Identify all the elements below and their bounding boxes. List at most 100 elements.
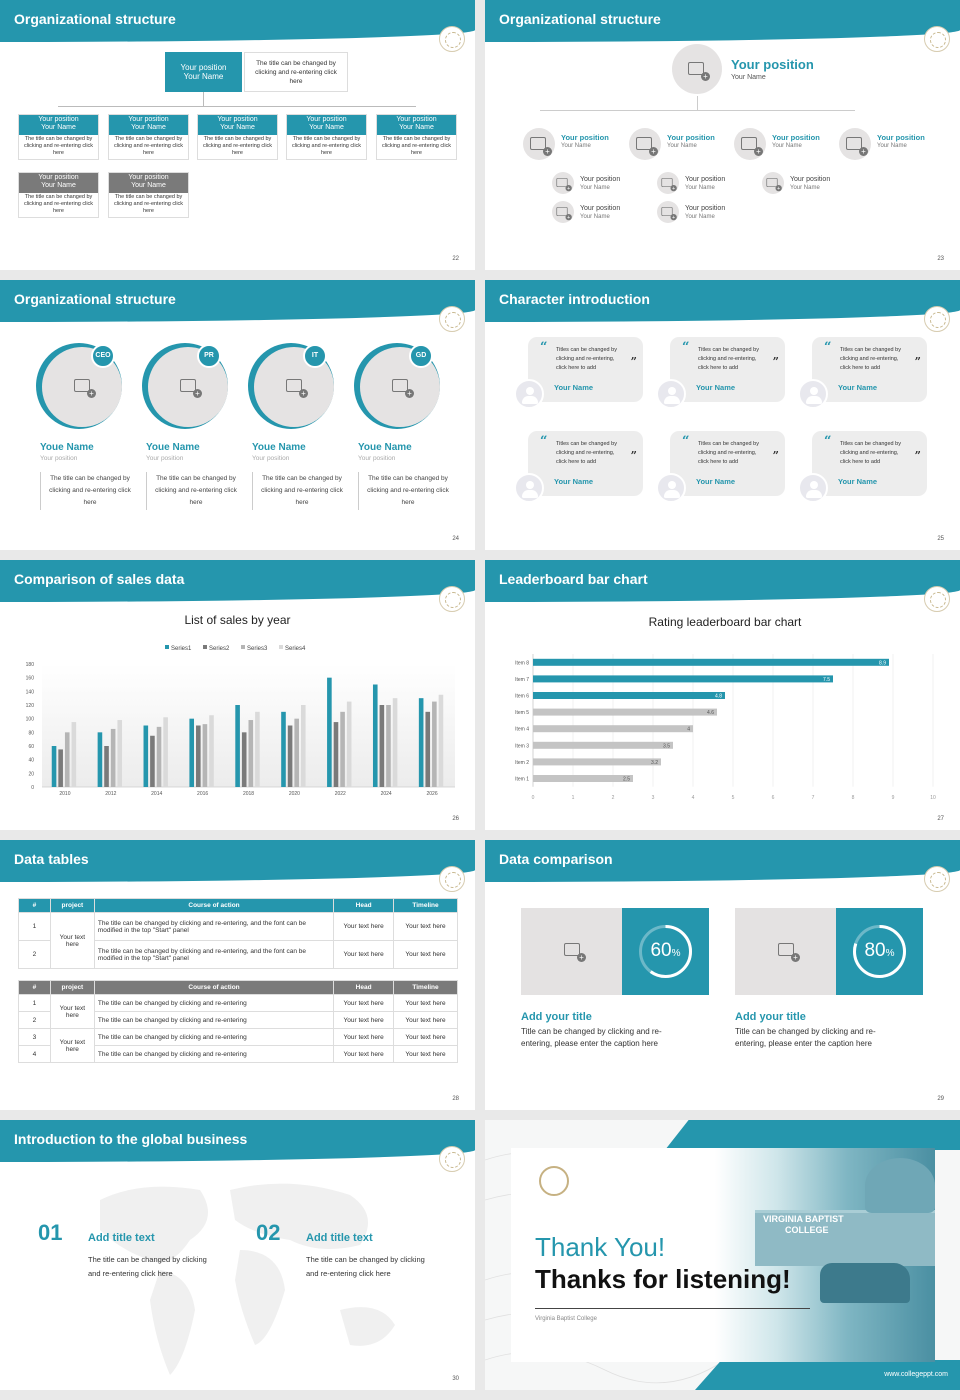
avatar-placeholder[interactable] [672, 44, 722, 94]
quote-close-icon: ” [630, 355, 637, 368]
profile-photo-placeholder[interactable] [42, 347, 122, 427]
quote-card[interactable]: “ Titles can be changed by clicking and r… [528, 431, 643, 496]
person-desc: The title can be changed by clicking and… [367, 475, 449, 506]
y-tick-label: 40 [28, 758, 34, 764]
slide-title: Organizational structure [14, 291, 176, 307]
person-position: Your position [146, 455, 184, 462]
image-icon [846, 137, 868, 156]
top-name-label: Your Name [731, 74, 766, 81]
image-icon [661, 206, 677, 221]
position-label: Your position [396, 116, 437, 123]
world-map-background [100, 1183, 395, 1375]
row-number: 4 [18, 1045, 51, 1063]
bar [346, 701, 352, 787]
position-card[interactable]: Your position Your Name The title can be c… [18, 172, 99, 218]
position-label: Your position [772, 133, 820, 142]
x-tick-label: 2012 [105, 791, 116, 797]
quote-text: Titles can be changed by clicking and re… [698, 441, 759, 465]
x-tick-label: 2010 [59, 791, 70, 797]
connector-line [203, 92, 204, 106]
head-cell: Your text here [333, 1011, 395, 1029]
org-member-avatar[interactable] [762, 172, 784, 194]
position-label: Your position [580, 176, 621, 183]
org-member-avatar[interactable] [552, 201, 574, 223]
bar [202, 724, 208, 787]
org-member-avatar[interactable] [523, 128, 555, 160]
slide-header-bar [0, 1120, 475, 1162]
avatar-body [664, 396, 680, 404]
position-label: Your position [128, 174, 169, 181]
org-member-avatar[interactable] [629, 128, 661, 160]
org-member-avatar[interactable] [552, 172, 574, 194]
position-desc: The title can be changed by clicking and… [23, 194, 94, 214]
avatar-head [668, 481, 676, 489]
position-label: Your position [667, 133, 715, 142]
bar [143, 725, 149, 787]
data-label: 3.2 [651, 760, 658, 766]
timeline-cell: Your text here [393, 994, 458, 1012]
table-row[interactable]: 1 Your text here The title can be change… [18, 994, 458, 1029]
thank-you-heading: Thank You! [535, 1232, 666, 1262]
avatar-head [810, 387, 818, 395]
slide-title: Character introduction [499, 291, 650, 307]
quote-card[interactable]: “ Titles can be changed by clicking and r… [812, 431, 927, 496]
image-placeholder[interactable] [521, 908, 622, 995]
position-card[interactable]: Your position Your Name The title can be c… [18, 114, 99, 160]
org-member-avatar[interactable] [657, 201, 679, 223]
image-icon [636, 137, 658, 156]
bar [255, 711, 260, 787]
quote-open-icon: “ [824, 340, 832, 355]
comparison-desc: Title can be changed by clicking and re-… [735, 1027, 876, 1048]
position-card[interactable]: Your position Your Name The title can be c… [376, 114, 457, 160]
bar [372, 684, 378, 787]
image-icon [556, 177, 572, 192]
org-member-avatar[interactable] [839, 128, 871, 160]
bar [104, 746, 109, 787]
position-card[interactable]: Your position Your Name The title can be c… [286, 114, 367, 160]
y-tick-label: Item 4 [515, 727, 529, 733]
quote-card[interactable]: “ Titles can be changed by clicking and r… [812, 337, 927, 402]
item-desc: The title can be changed by clicking and… [306, 1255, 425, 1278]
image-icon [74, 379, 96, 398]
name-label: Your Name [790, 185, 820, 191]
name-label: Your Name [561, 143, 591, 149]
position-card[interactable]: Your position Your Name The title can be c… [197, 114, 278, 160]
person-desc: The title can be changed by clicking and… [49, 475, 131, 506]
y-tick-label: 60 [28, 744, 34, 750]
table-row[interactable]: 2 The title can be changed by clicking a… [18, 940, 458, 969]
position-label: Your position [38, 174, 79, 181]
connector-line [58, 106, 416, 107]
x-tick-label: 9 [892, 795, 895, 801]
column-header: Course of action [93, 980, 335, 995]
website-url[interactable]: www.collegeppt.com [884, 1371, 948, 1378]
org-member-avatar[interactable] [657, 172, 679, 194]
table-row[interactable]: 4 The title can be changed by clicking a… [18, 1045, 458, 1063]
divider-line [535, 1308, 810, 1309]
org-member-avatar[interactable] [734, 128, 766, 160]
table-row[interactable]: 1 Your text here The title can be change… [18, 912, 458, 969]
x-tick-label: 2016 [197, 791, 208, 797]
image-placeholder[interactable] [735, 908, 836, 995]
position-card[interactable]: Your position Your Name The title can be c… [108, 114, 189, 160]
quote-card[interactable]: “ Titles can be changed by clicking and r… [670, 337, 785, 402]
bar [163, 717, 168, 787]
page-number: 25 [937, 536, 944, 542]
image-icon [766, 177, 782, 192]
quote-card[interactable]: “ Titles can be changed by clicking and r… [528, 337, 643, 402]
top-position-box[interactable]: Your position Your Name [165, 52, 242, 92]
bar [533, 775, 633, 782]
table-row[interactable]: 3 Your text here The title can be change… [18, 1028, 458, 1063]
avatar-head [668, 387, 676, 395]
position-card[interactable]: Your position Your Name The title can be c… [108, 172, 189, 218]
avatar-body [522, 490, 538, 498]
quote-open-icon: “ [540, 340, 548, 355]
quote-open-icon: “ [540, 434, 548, 449]
slide-title: Organizational structure [14, 11, 176, 27]
column-header: Head [333, 898, 395, 913]
college-seal-logo [924, 586, 950, 612]
profile-photo-placeholder[interactable] [148, 347, 228, 427]
quote-card[interactable]: “ Titles can be changed by clicking and r… [670, 431, 785, 496]
image-icon [530, 137, 552, 156]
leaderboard-bar-chart: 0 1 2 3 4 5 6 7 8 9 10 Item 8 8.9 Item 7 7.5 Item 6 4.8 I… [515, 654, 936, 801]
bar [392, 698, 398, 787]
